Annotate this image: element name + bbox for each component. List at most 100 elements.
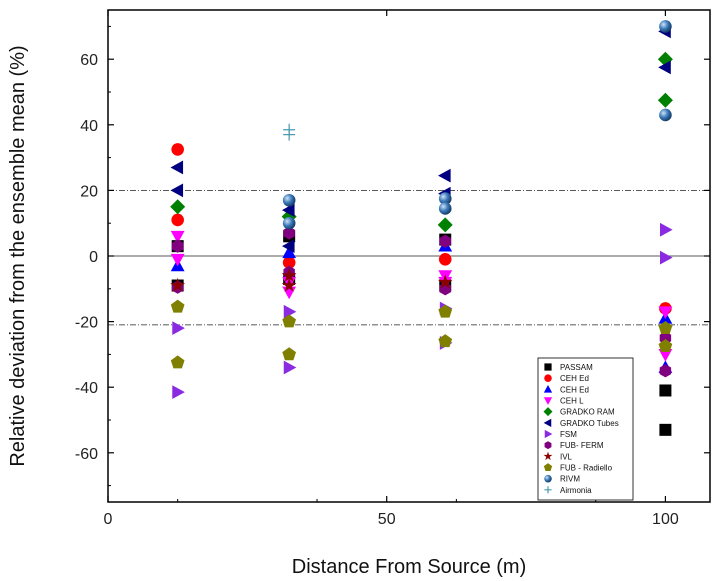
data-point bbox=[283, 304, 297, 319]
data-point bbox=[658, 339, 673, 353]
data-point bbox=[170, 253, 185, 267]
legend-entry: CEH Ed bbox=[560, 385, 589, 394]
legend-marker bbox=[544, 374, 552, 382]
series-11 bbox=[283, 123, 296, 141]
legend-entry: CEH Ed bbox=[560, 374, 589, 383]
legend-entry: IVL bbox=[560, 452, 573, 461]
legend-marker bbox=[544, 441, 552, 450]
data-point bbox=[171, 213, 184, 227]
legend-marker bbox=[543, 451, 553, 461]
legend-marker bbox=[544, 474, 552, 483]
legend-entry: PASSAM bbox=[560, 363, 593, 372]
data-point bbox=[281, 203, 295, 217]
legend-marker bbox=[543, 385, 553, 393]
data-point bbox=[282, 347, 297, 361]
legend-marker bbox=[544, 363, 552, 371]
data-point bbox=[282, 245, 297, 259]
data-point bbox=[660, 222, 673, 237]
y-axis: -60 -40 -20 0 20 40 60 bbox=[75, 25, 710, 487]
data-point bbox=[658, 320, 673, 334]
data-point bbox=[282, 256, 296, 269]
data-point bbox=[282, 314, 297, 328]
y-tick-label: 20 bbox=[80, 183, 98, 200]
data-point bbox=[660, 250, 673, 265]
y-tick-label: 0 bbox=[89, 249, 98, 266]
data-point bbox=[437, 274, 453, 289]
data-points bbox=[170, 20, 673, 436]
data-point bbox=[283, 226, 295, 240]
data-point bbox=[659, 108, 672, 122]
x-axis-label: Distance From Source (m) bbox=[292, 556, 527, 578]
data-point bbox=[170, 277, 186, 292]
data-point bbox=[438, 334, 453, 348]
y-tick-label: -40 bbox=[75, 380, 98, 397]
series-4 bbox=[170, 51, 673, 233]
data-point bbox=[437, 217, 453, 233]
data-point bbox=[658, 60, 671, 75]
data-point bbox=[170, 199, 186, 215]
data-point bbox=[658, 349, 673, 362]
data-point bbox=[281, 267, 297, 282]
series-2 bbox=[170, 238, 673, 373]
data-point bbox=[283, 128, 296, 141]
legend-entry: Airmonia bbox=[560, 486, 592, 495]
data-point bbox=[172, 321, 185, 336]
data-point bbox=[170, 183, 184, 198]
legend-entry: FUB - Radiello bbox=[560, 464, 613, 473]
legend-entry: GRADKO Tubes bbox=[560, 419, 619, 428]
data-point bbox=[281, 277, 297, 292]
legend-marker bbox=[543, 463, 553, 471]
legend-entry: RIVM bbox=[560, 475, 580, 484]
data-point bbox=[282, 286, 297, 300]
legend-entry: GRADKO RAM bbox=[560, 408, 615, 417]
data-point bbox=[657, 92, 673, 108]
data-point bbox=[170, 160, 184, 175]
data-point bbox=[171, 143, 184, 156]
data-point bbox=[658, 306, 673, 319]
data-point bbox=[172, 385, 185, 400]
y-tick-label: -60 bbox=[75, 446, 98, 463]
data-point bbox=[659, 423, 672, 436]
data-point bbox=[170, 355, 185, 369]
series-5 bbox=[170, 24, 671, 254]
data-point bbox=[282, 193, 296, 207]
data-point bbox=[171, 239, 184, 253]
x-axis: 0 50 100 bbox=[104, 10, 679, 528]
data-point bbox=[170, 299, 185, 313]
legend-marker bbox=[543, 397, 553, 405]
data-point bbox=[659, 364, 672, 378]
data-point bbox=[438, 304, 453, 318]
data-point bbox=[282, 216, 296, 230]
legend-marker bbox=[543, 418, 552, 427]
data-point bbox=[438, 168, 451, 183]
reference-lines bbox=[108, 189, 710, 326]
data-point bbox=[438, 252, 452, 266]
data-point bbox=[281, 239, 295, 254]
data-point bbox=[659, 20, 672, 33]
legend-marker bbox=[544, 429, 553, 439]
y-tick-label: 40 bbox=[80, 118, 98, 135]
legend: PASSAM CEH Ed CEH Ed CEH L GRADKO RAM GRADKO … bbox=[537, 357, 634, 501]
x-tick-label: 0 bbox=[104, 511, 113, 528]
y-tick-label: -20 bbox=[75, 315, 98, 332]
x-tick-label: 50 bbox=[378, 511, 396, 528]
series-3 bbox=[170, 230, 673, 362]
legend-entry: FUB- FERM bbox=[560, 441, 604, 450]
legend-marker bbox=[544, 486, 552, 494]
legend-entry: CEH L bbox=[560, 397, 584, 406]
legend-entry: FSM bbox=[560, 430, 577, 439]
data-point bbox=[170, 230, 185, 244]
y-axis-label: Relative deviation from the ensemble mea… bbox=[7, 45, 29, 466]
x-tick-label: 100 bbox=[652, 511, 679, 528]
data-point bbox=[438, 202, 452, 215]
data-point bbox=[659, 384, 672, 397]
data-point bbox=[438, 192, 452, 205]
legend-marker bbox=[543, 407, 553, 417]
data-point bbox=[439, 234, 451, 248]
series-9 bbox=[170, 299, 673, 369]
legend-box bbox=[537, 357, 634, 501]
series-10 bbox=[282, 20, 672, 230]
data-point bbox=[283, 360, 297, 375]
series-7 bbox=[171, 226, 672, 378]
